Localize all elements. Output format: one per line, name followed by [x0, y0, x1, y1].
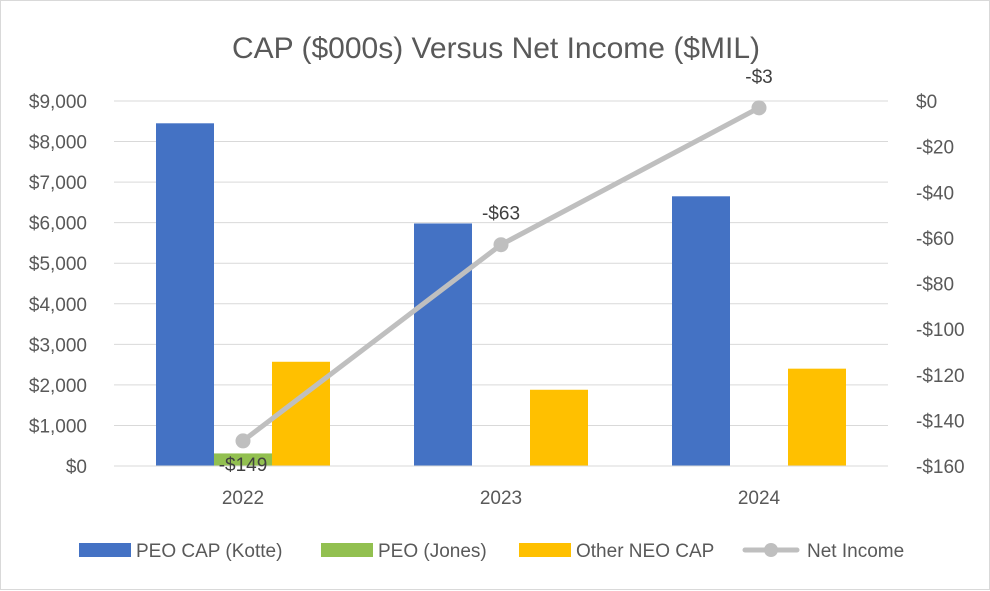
legend-label-net-income: Net Income — [807, 541, 904, 562]
bar-peo-cap-kotte-2024 — [672, 196, 730, 467]
legend-label-other-neo-cap: Other NEO CAP — [576, 541, 714, 562]
y-left-tick-label: $2,000 — [29, 376, 87, 397]
y-right-tick-label: -$40 — [916, 183, 954, 204]
net-income-data-label: -$149 — [219, 455, 268, 476]
bar-peo-jones-2022 — [214, 453, 272, 466]
legend-label-peo-jones: PEO (Jones) — [378, 541, 487, 562]
y-right-tick-label: -$100 — [916, 320, 965, 341]
x-tick-label: 2022 — [222, 488, 264, 509]
legend-swatch-other-neo-cap — [519, 543, 571, 557]
y-left-tick-label: $6,000 — [29, 214, 87, 235]
x-tick-label: 2023 — [480, 488, 522, 509]
data-labels: -$149 -$63 -$3 — [219, 67, 773, 476]
legend-swatch-peo-jones — [321, 543, 373, 557]
y-left-tick-label: $8,000 — [29, 133, 87, 154]
net-income-data-label: -$63 — [482, 204, 520, 225]
y-left-tick-label: $0 — [66, 457, 87, 478]
y-right-tick-label: -$120 — [916, 366, 965, 387]
y-right-tick-label: $0 — [916, 92, 937, 113]
net-income-point — [235, 433, 251, 449]
bar-series — [156, 123, 846, 467]
y-right-tick-label: -$80 — [916, 275, 954, 296]
legend-marker-net-income — [764, 543, 778, 557]
y-left-tick-label: $1,000 — [29, 416, 87, 437]
legend-swatch-peo-cap-kotte — [79, 543, 131, 557]
net-income-point — [751, 100, 767, 116]
net-income-data-label: -$3 — [745, 67, 772, 88]
y-left-tick-label: $9,000 — [29, 92, 87, 113]
y-left-tick-label: $4,000 — [29, 295, 87, 316]
bar-other-neo-cap-2024 — [788, 368, 846, 466]
net-income-point — [493, 237, 509, 253]
x-tick-label: 2024 — [738, 488, 781, 509]
gridlines — [114, 100, 888, 426]
y-left-tick-label: $7,000 — [29, 173, 87, 194]
bar-peo-cap-kotte-2022 — [156, 123, 214, 467]
y-right-tick-label: -$20 — [916, 138, 954, 159]
chart-title: CAP ($000s) Versus Net Income ($MIL) — [232, 32, 760, 65]
line-series — [235, 100, 767, 449]
axes: $0 $1,000 $2,000 $3,000 $4,000 $5,000 $6,000 $7… — [29, 92, 965, 509]
y-left-tick-label: $5,000 — [29, 254, 87, 275]
bar-peo-cap-kotte-2023 — [414, 223, 472, 466]
legend: PEO CAP (Kotte) PEO (Jones) Other NEO CAP N… — [79, 541, 904, 562]
y-right-tick-label: -$140 — [916, 411, 965, 432]
legend-label-peo-cap-kotte: PEO CAP (Kotte) — [136, 541, 282, 562]
y-left-tick-label: $3,000 — [29, 335, 87, 356]
bar-other-neo-cap-2023 — [530, 389, 588, 466]
y-right-tick-label: -$60 — [916, 229, 954, 250]
y-right-tick-label: -$160 — [916, 457, 965, 478]
